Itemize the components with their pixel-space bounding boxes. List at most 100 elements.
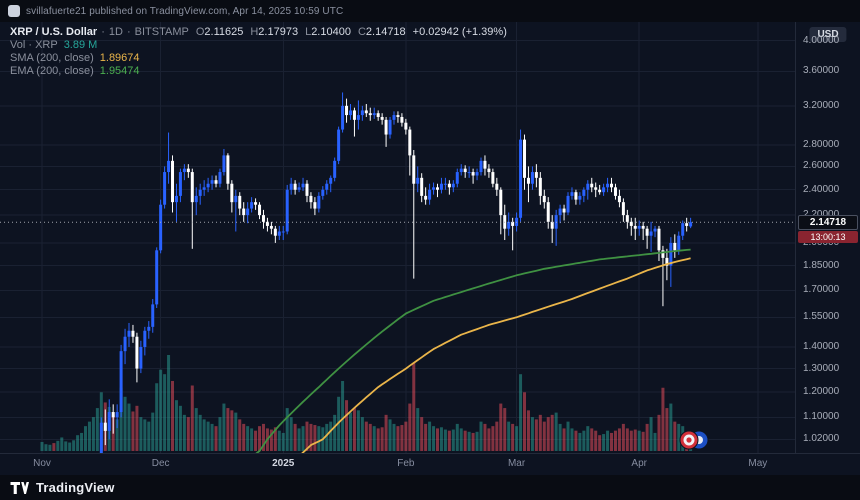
candle-body xyxy=(345,105,349,116)
price-tick-label: 3.20000 xyxy=(803,99,840,111)
candle-body xyxy=(250,202,254,209)
candle-body xyxy=(511,221,515,226)
volume-bar xyxy=(254,430,258,451)
time-axis-label[interactable]: May xyxy=(748,458,768,469)
chart-area[interactable]: XRP / U.S. Dollar · 1D · BITSTAMP O 2.11… xyxy=(0,22,795,453)
volume-bar xyxy=(123,396,127,451)
volume-bar xyxy=(230,410,234,451)
volume-bar xyxy=(277,430,281,451)
candle-body xyxy=(598,189,602,193)
candle-body xyxy=(254,202,258,205)
candle-body xyxy=(570,192,574,196)
time-axis-label[interactable]: Apr xyxy=(631,458,647,469)
volume-bar xyxy=(167,355,171,451)
candle-body xyxy=(372,113,376,116)
time-axis-label[interactable]: Mar xyxy=(507,458,526,469)
volume-bar xyxy=(91,417,95,451)
volume-bar xyxy=(127,403,131,451)
candle-body xyxy=(171,160,175,203)
candle-body xyxy=(135,336,139,369)
price-tick-label: 1.40000 xyxy=(803,340,840,352)
candle-body xyxy=(99,422,103,453)
volume-bar xyxy=(178,405,182,451)
last-price-badge: 2.14718 13:00:13 xyxy=(798,215,858,244)
ema-row[interactable]: EMA (200, close) 1.95474 xyxy=(10,64,507,77)
volume-label: Vol · XRP xyxy=(10,38,58,51)
price-axis[interactable]: USD 2.14718 13:00:13 4.00000 3.60000 3.200… xyxy=(795,22,860,453)
interval-label[interactable]: 1D xyxy=(108,25,123,38)
low-label: L xyxy=(305,25,312,38)
volume-bar xyxy=(455,423,459,451)
volume-bar xyxy=(629,430,633,451)
time-axis-label[interactable]: Feb xyxy=(397,458,415,469)
volume-bar xyxy=(297,428,301,451)
candle-body xyxy=(471,172,475,176)
candle-body xyxy=(313,202,317,209)
volume-bar xyxy=(491,426,495,451)
sma-row[interactable]: SMA (200, close) 1.89674 xyxy=(10,51,507,64)
volume-row[interactable]: Vol · XRP 3.89 M xyxy=(10,38,507,51)
candle-body xyxy=(617,195,621,203)
candle-body xyxy=(147,326,151,331)
time-axis-label[interactable]: Dec xyxy=(151,458,170,469)
volume-bar xyxy=(416,408,420,451)
volume-bar xyxy=(570,428,574,451)
volume-bar xyxy=(412,362,416,451)
ema-200-line[interactable] xyxy=(240,248,691,453)
candle-body xyxy=(657,228,661,251)
sticker-icon[interactable] xyxy=(678,428,712,452)
volume-bar xyxy=(673,421,677,451)
candle-body xyxy=(495,183,499,190)
price-tick-label: 1.30000 xyxy=(803,362,840,374)
tradingview-logo-icon[interactable] xyxy=(10,481,29,495)
volume-bar xyxy=(582,430,586,451)
volume-bar xyxy=(317,426,321,451)
candle-body xyxy=(273,228,277,236)
time-axis[interactable]: Nov Dec 2025 Feb Mar Apr May xyxy=(0,453,860,475)
volume-bar xyxy=(451,429,455,451)
volume-bar xyxy=(538,414,542,451)
open-value: 2.11625 xyxy=(204,25,244,38)
volume-bar xyxy=(499,403,503,451)
price-tick-label: 4.00000 xyxy=(803,34,840,46)
candle-body xyxy=(119,351,123,413)
currency-button[interactable]: USD xyxy=(809,27,847,42)
brand-name[interactable]: TradingView xyxy=(36,480,115,495)
candle-body xyxy=(653,228,657,232)
candle-body xyxy=(341,105,345,130)
volume-bar xyxy=(578,432,582,451)
volume-bar xyxy=(507,421,511,451)
candle-body xyxy=(416,177,420,184)
candle-body xyxy=(665,257,669,266)
volume-bar xyxy=(242,423,246,451)
sma-200-line[interactable] xyxy=(295,257,691,453)
candle-body xyxy=(542,195,546,203)
volume-bar xyxy=(147,421,151,451)
candle-body xyxy=(523,139,527,178)
time-axis-label[interactable]: 2025 xyxy=(272,458,295,469)
volume-bar xyxy=(333,414,337,451)
candle-body xyxy=(376,113,380,117)
volume-bar xyxy=(471,432,475,451)
symbol-title[interactable]: XRP / U.S. Dollar xyxy=(10,25,98,38)
volume-bar xyxy=(95,408,99,451)
candle-body xyxy=(463,168,467,173)
price-chart[interactable] xyxy=(0,22,795,453)
volume-bar xyxy=(428,421,432,451)
volume-bar xyxy=(329,421,333,451)
separator: · xyxy=(101,25,105,38)
volume-bar xyxy=(503,408,507,451)
symbol-row[interactable]: XRP / U.S. Dollar · 1D · BITSTAMP O 2.11… xyxy=(10,25,507,38)
candle-body xyxy=(151,304,155,327)
volume-bar xyxy=(594,430,598,451)
publisher-avatar[interactable] xyxy=(8,5,20,17)
candle-body xyxy=(210,180,214,184)
volume-bar xyxy=(214,426,218,451)
sma-value: 1.89674 xyxy=(99,51,140,64)
volume-bar xyxy=(293,423,297,451)
candle-body xyxy=(566,195,570,213)
volume-bar xyxy=(190,385,194,451)
time-axis-label[interactable]: Nov xyxy=(33,458,51,469)
candle-body xyxy=(475,172,479,176)
candle-body xyxy=(246,208,250,216)
